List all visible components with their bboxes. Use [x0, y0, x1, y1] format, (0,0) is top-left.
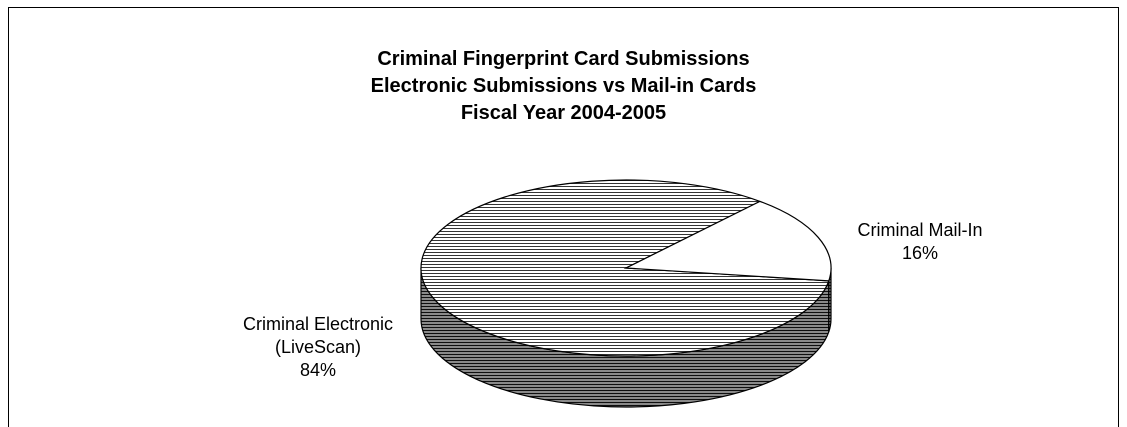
chart-title-line-3: Fiscal Year 2004-2005: [460, 102, 667, 124]
slice-label-electronic-name: Criminal Electronic: [242, 314, 394, 334]
slice-label-mail-in-name: Criminal Mail-In: [857, 220, 983, 240]
slice-label-electronic-percent: 84%: [299, 360, 337, 380]
slice-label-electronic: Criminal Electronic (LiveScan) 84%: [218, 313, 418, 382]
chart-title: Criminal Fingerprint Card Submissions El…: [0, 46, 1127, 127]
pie-slice-mail-in: [623, 200, 832, 282]
slice-label-electronic-name-2: (LiveScan): [274, 337, 362, 357]
chart-title-line-1: Criminal Fingerprint Card Submissions: [377, 48, 750, 70]
chart-title-line-2: Electronic Submissions vs Mail-in Cards: [370, 75, 757, 97]
slice-label-mail-in-percent: 16%: [901, 243, 939, 263]
slice-label-mail-in: Criminal Mail-In 16%: [820, 219, 1020, 265]
pie-group: [420, 179, 832, 408]
